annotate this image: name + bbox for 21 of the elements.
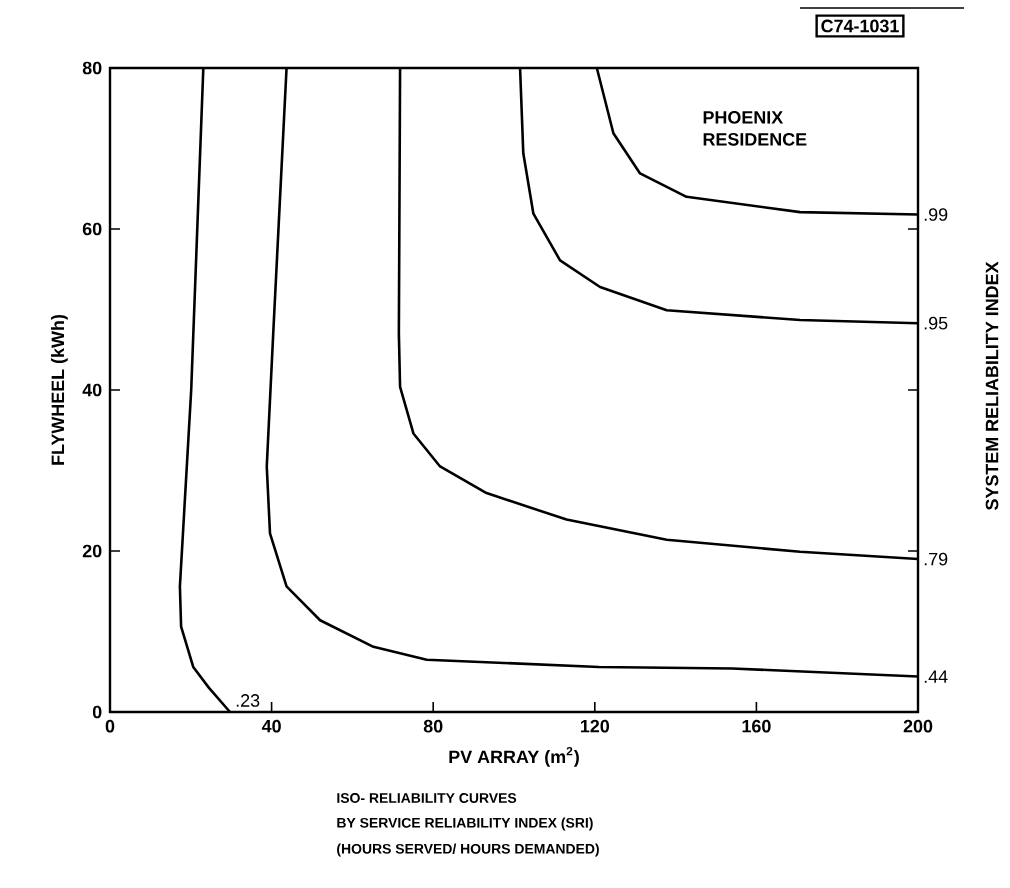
y-tick-label: 60 <box>82 222 102 236</box>
series-label: .95 <box>924 316 948 330</box>
text: C74-1031 <box>821 19 899 33</box>
y-tick-label: 0 <box>92 705 102 719</box>
annotation: PHOENIX RESIDENCE <box>703 111 807 146</box>
y-tick-label: 40 <box>82 383 102 397</box>
y2-axis-title: SYSTEM RELIABILITY INDEX <box>985 261 999 511</box>
x-tick-label: 160 <box>742 719 771 733</box>
series-label: .23 <box>236 694 260 707</box>
x-tick-label: 0 <box>105 719 115 733</box>
x-tick-label: 80 <box>423 719 443 733</box>
x-axis-title: PV ARRAY (m$^{2}$) <box>449 747 579 767</box>
series-label: .99 <box>924 208 948 221</box>
legend-label: .79 <box>924 552 948 566</box>
y-axis-title: FLYWHEEL (kWh) <box>51 314 68 465</box>
y-tick-label: 20 <box>82 544 102 558</box>
x-tick-label: 200 <box>903 719 933 733</box>
y-tick-label: 80 <box>82 61 102 75</box>
x-tick-label: 120 <box>580 719 610 733</box>
series-label: .44 <box>924 670 948 683</box>
x-tick-label: 40 <box>261 719 281 733</box>
